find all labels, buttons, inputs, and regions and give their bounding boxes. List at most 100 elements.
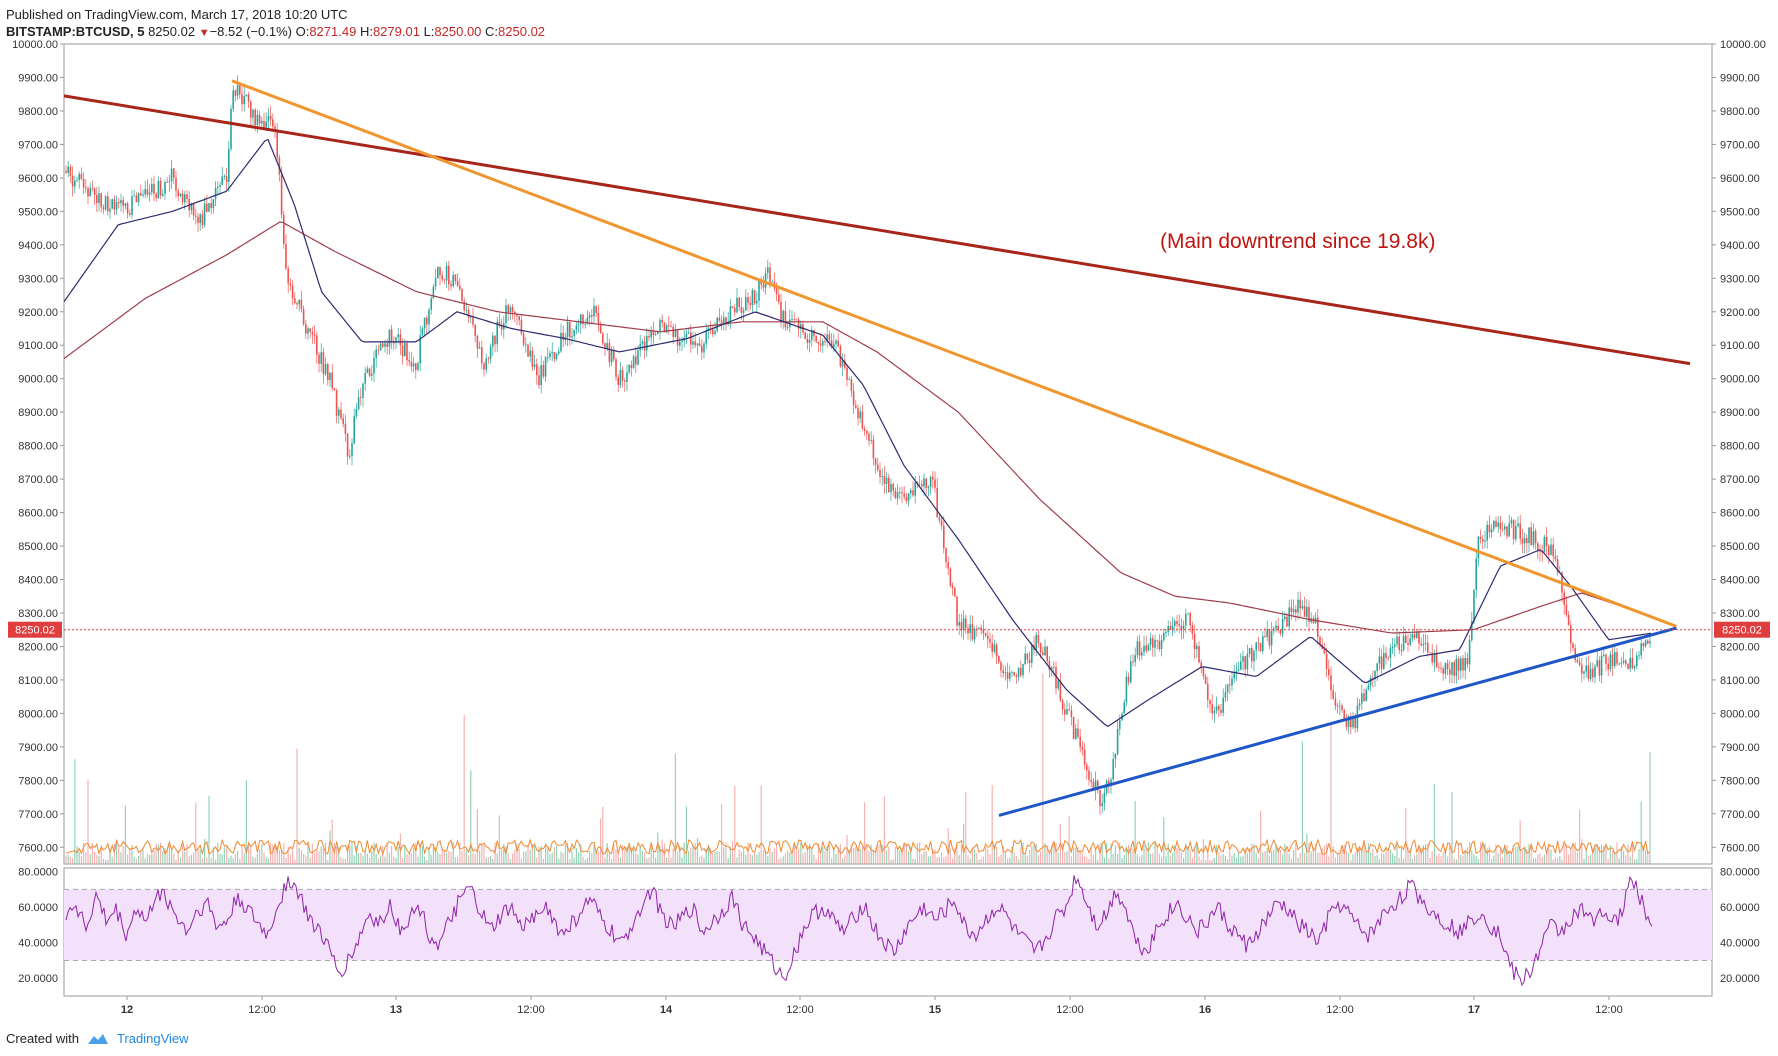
candle-body (197, 216, 199, 223)
volume-bar (1422, 845, 1424, 864)
volume-bar (738, 849, 740, 864)
candle-body (390, 329, 393, 343)
candle-body (219, 184, 221, 187)
downtrend-annotation: (Main downtrend since 19.8k) (1160, 230, 1435, 253)
last-price: 8250.02 (148, 24, 196, 39)
volume-bar (1011, 846, 1013, 864)
candle-body (1176, 621, 1178, 625)
volume-bar (1493, 855, 1495, 864)
volume-bar (226, 844, 228, 864)
volume-bar (978, 859, 980, 864)
candle-body (1209, 700, 1211, 705)
volume-bar (932, 849, 934, 864)
volume-bar (232, 858, 234, 864)
candle-body (100, 193, 102, 208)
candle-body (632, 356, 635, 369)
volume-bar (1585, 848, 1587, 864)
candle-body (712, 329, 714, 335)
volume-bar (483, 844, 485, 864)
candle-body (934, 479, 936, 488)
volume-bar (1356, 847, 1358, 864)
candle-body (910, 490, 912, 494)
volume-bar (1603, 846, 1605, 864)
volume-bar (1416, 854, 1418, 864)
volume-bar (905, 843, 907, 864)
candle-body (481, 347, 483, 364)
candle-body (230, 108, 232, 150)
candle-body (749, 303, 751, 306)
volume-bar (1420, 847, 1422, 864)
candle-body (313, 334, 316, 336)
candle-body (830, 340, 833, 348)
candle-body (111, 199, 113, 209)
candle-body (142, 194, 144, 196)
volume-bar (1026, 855, 1028, 864)
volume-bar (1565, 843, 1567, 864)
volume-bar (591, 852, 593, 864)
candle-body (745, 297, 747, 311)
candle-body (1453, 662, 1455, 676)
volume-bar (470, 770, 472, 864)
candle-body (954, 587, 956, 597)
volume-bar (1224, 855, 1226, 864)
candle-body (1433, 653, 1436, 663)
candle-body (553, 352, 556, 360)
volume-bar (1143, 844, 1145, 864)
candle-body (1145, 645, 1147, 651)
volume-bar (193, 852, 195, 864)
volume-bar (710, 847, 712, 864)
candle-body (428, 309, 430, 325)
candle-body (894, 490, 897, 499)
rsi-tick-label-right: 80.0000 (1720, 867, 1760, 879)
candle-body (1013, 672, 1015, 676)
candle-body (91, 187, 94, 189)
volume-bar (558, 858, 560, 864)
candle-body (588, 315, 591, 318)
volume-bar (773, 848, 775, 864)
candle-body (544, 357, 547, 377)
candle-body (861, 411, 864, 429)
candle-body (1288, 607, 1290, 627)
volume-bar (1471, 850, 1473, 864)
volume-bar (1537, 854, 1539, 864)
volume-bar (1024, 854, 1026, 864)
volume-bar (1132, 848, 1134, 864)
y-tick-label-left: 9600.00 (18, 173, 58, 185)
volume-bar (666, 857, 668, 864)
candle-body (1037, 634, 1040, 644)
candle-body (815, 335, 817, 342)
volume-bar (747, 842, 749, 864)
volume-bar (1378, 859, 1380, 864)
candle-body (1112, 758, 1114, 780)
candle-body (1292, 609, 1295, 612)
volume-bar (1460, 855, 1462, 864)
volume-bar (659, 845, 661, 864)
volume-bar (67, 854, 69, 864)
candle-body (1101, 803, 1103, 807)
volume-bar (461, 850, 463, 864)
volume-bar (329, 830, 331, 864)
candle-body (465, 310, 468, 311)
volume-bar (1077, 847, 1079, 864)
volume-bar (582, 856, 584, 864)
tradingview-brand[interactable]: TradingView (116, 1031, 189, 1046)
volume-bar (1394, 855, 1396, 864)
candle-body (1125, 676, 1128, 703)
candle-body (630, 364, 633, 369)
y-tick-label-left: 9900.00 (18, 72, 58, 84)
candle-body (575, 325, 578, 330)
volume-bar (241, 844, 243, 864)
volume-bar (1341, 849, 1343, 864)
candle-body (918, 483, 921, 485)
candle-body (1275, 625, 1277, 629)
trendlines[interactable] (63, 79, 1712, 817)
low-value: 8250.00 (434, 24, 482, 39)
volume-bar (1189, 849, 1191, 864)
volume-bar (639, 846, 641, 864)
volume-bar (417, 856, 419, 864)
candle-body (340, 409, 342, 419)
candle-body (164, 181, 166, 194)
candle-body (1325, 653, 1328, 670)
volume-bar (518, 848, 520, 864)
